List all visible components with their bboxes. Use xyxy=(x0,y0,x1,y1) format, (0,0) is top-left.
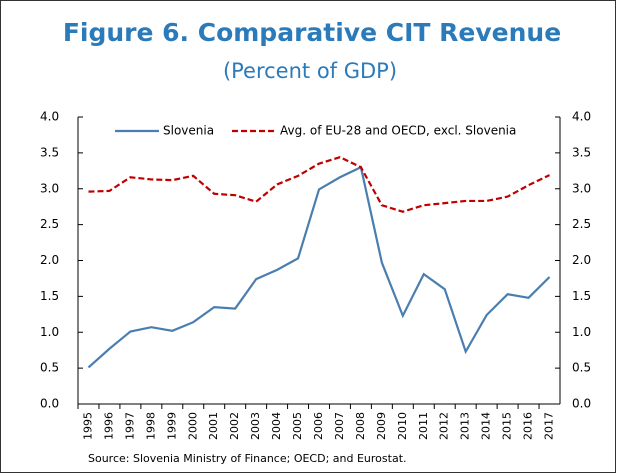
y-tick-label: 2.0 xyxy=(40,253,59,267)
chart-subtitle: (Percent of GDP) xyxy=(223,59,397,83)
x-tick-label: 2006 xyxy=(312,412,325,440)
x-tick-label: 2013 xyxy=(459,412,472,440)
chart-title: Figure 6. Comparative CIT Revenue xyxy=(63,18,561,47)
y-tick-label: 0.5 xyxy=(40,361,59,375)
y2-tick-label: 1.5 xyxy=(572,289,591,303)
x-tick-label: 1998 xyxy=(144,412,157,440)
x-tick-label: 2005 xyxy=(291,412,304,440)
y2-tick-label: 2.5 xyxy=(572,217,591,231)
y-tick-label: 1.0 xyxy=(40,325,59,339)
x-tick-label: 1997 xyxy=(123,412,136,440)
x-tick-label: 2015 xyxy=(501,412,514,440)
y-tick-label: 2.5 xyxy=(40,217,59,231)
y2-tick-label: 3.5 xyxy=(572,145,591,159)
x-tick-label: 2002 xyxy=(228,412,241,440)
x-tick-label: 2016 xyxy=(522,412,535,440)
series-line xyxy=(88,156,550,213)
x-tick-label: 1995 xyxy=(81,412,94,440)
legend-label: Slovenia xyxy=(163,124,214,138)
x-tick-label: 1996 xyxy=(102,412,115,440)
series-line xyxy=(87,165,551,369)
y-tick-label: 1.5 xyxy=(40,289,59,303)
x-tick-label: 2000 xyxy=(186,412,199,440)
y-tick-label: 3.5 xyxy=(40,145,59,159)
x-tick-label: 2012 xyxy=(438,412,451,440)
x-tick-label: 2008 xyxy=(354,412,367,440)
y2-tick-label: 3.0 xyxy=(572,181,591,195)
x-tick-label: 2004 xyxy=(270,412,283,440)
x-tick-label: 2003 xyxy=(249,412,262,440)
x-tick-label: 2010 xyxy=(396,412,409,440)
x-tick-label: 2011 xyxy=(417,412,430,440)
y2-tick-label: 2.0 xyxy=(572,253,591,267)
y2-tick-label: 1.0 xyxy=(572,325,591,339)
x-tick-label: 2017 xyxy=(543,412,556,440)
x-tick-label: 2007 xyxy=(333,412,346,440)
source-note: Source: Slovenia Ministry of Finance; OE… xyxy=(88,452,407,465)
y-tick-label: 3.0 xyxy=(40,181,59,195)
x-tick-label: 2001 xyxy=(207,412,220,440)
legend-label: Avg. of EU-28 and OECD, excl. Slovenia xyxy=(280,124,516,138)
x-tick-label: 1999 xyxy=(165,412,178,440)
y-tick-label: 4.0 xyxy=(40,110,59,124)
y2-tick-label: 0.0 xyxy=(572,397,591,411)
y-tick-label: 0.0 xyxy=(40,397,59,411)
x-tick-label: 2009 xyxy=(375,412,388,440)
y2-tick-label: 0.5 xyxy=(572,361,591,375)
x-tick-label: 2014 xyxy=(480,412,493,440)
y2-tick-label: 4.0 xyxy=(572,110,591,124)
